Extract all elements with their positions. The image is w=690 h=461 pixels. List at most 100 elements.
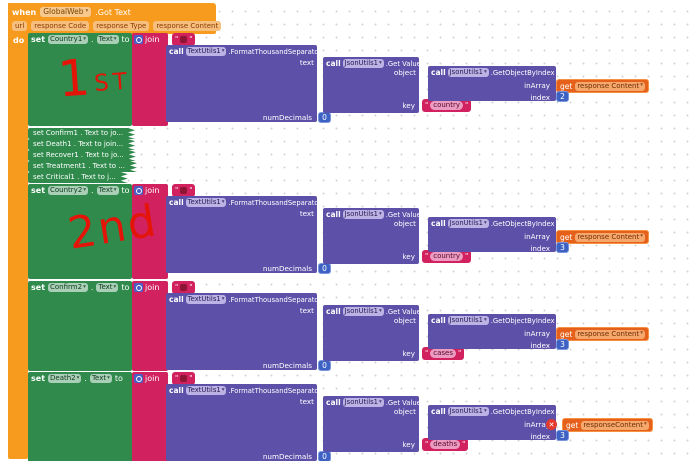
when-block-left-bar[interactable] bbox=[8, 3, 28, 459]
variable-dropdown[interactable]: Death2 bbox=[48, 374, 82, 383]
property-dropdown[interactable]: Text bbox=[89, 374, 112, 383]
get-object-by-index-block[interactable]: call JsonUtils1 .GetObjectByIndex bbox=[428, 217, 556, 252]
get-keyword: get bbox=[560, 329, 573, 339]
property-dropdown[interactable]: Text bbox=[96, 186, 119, 195]
number-block-index[interactable]: 3 bbox=[556, 242, 569, 253]
variable-dropdown[interactable]: Confirm2 bbox=[48, 283, 88, 292]
key-string-block[interactable]: country bbox=[422, 99, 472, 112]
number-block-numdecimals[interactable]: 0 bbox=[318, 263, 331, 274]
index-socket-label: index bbox=[530, 244, 550, 253]
mutator-icon[interactable] bbox=[134, 374, 143, 383]
separator-string-block[interactable] bbox=[172, 33, 196, 46]
call-keyword: call bbox=[169, 295, 184, 304]
collapsed-block-critical1[interactable]: set Critical1 . Text to j... bbox=[28, 172, 128, 183]
collapsed-block-treatment1[interactable]: set Treatment1 . Text to ... bbox=[28, 161, 137, 172]
error-badge-icon[interactable]: ✕ bbox=[546, 419, 557, 430]
mutator-icon[interactable] bbox=[134, 35, 143, 44]
number-block-index[interactable]: 3 bbox=[556, 430, 569, 441]
component-dropdown[interactable]: TextUtils1 bbox=[185, 386, 227, 395]
get-object-by-index-block[interactable]: call JsonUtils1 .GetObjectByIndex bbox=[428, 314, 556, 349]
get-variable-block[interactable]: get response Content bbox=[556, 327, 649, 341]
property-dropdown[interactable]: Text bbox=[96, 35, 119, 44]
dropdown-arrow-icon bbox=[379, 212, 382, 218]
variable-dropdown[interactable]: response Content bbox=[575, 232, 645, 242]
numdecimals-socket-label: numDecimals bbox=[262, 361, 312, 370]
text-socket-label: text bbox=[299, 58, 314, 67]
format-thousand-separator-block[interactable]: call TextUtils1 .FormatThousandSeparator bbox=[166, 384, 321, 461]
get-value-block[interactable]: call JsonUtils1 .Get Value bbox=[323, 208, 421, 264]
dropdown-arrow-icon bbox=[379, 309, 382, 315]
mutator-icon[interactable] bbox=[134, 186, 143, 195]
key-string-block[interactable]: cases bbox=[422, 347, 465, 360]
number-block-index[interactable]: 2 bbox=[556, 91, 569, 102]
get-value-block[interactable]: call JsonUtils1 .Get Value bbox=[323, 305, 421, 361]
variable-dropdown[interactable]: response Content bbox=[575, 81, 645, 91]
component-dropdown[interactable]: JsonUtils1 bbox=[447, 68, 489, 77]
property-name: Text bbox=[98, 283, 113, 291]
component-dropdown[interactable]: JsonUtils1 bbox=[342, 307, 384, 316]
method-name: .GetObjectByIndex bbox=[490, 316, 555, 325]
get-variable-block[interactable]: get responseContent bbox=[562, 418, 653, 432]
get-object-by-index-block[interactable]: call JsonUtils1 .GetObjectByIndex bbox=[428, 66, 556, 101]
key-string-block[interactable]: deaths bbox=[422, 438, 469, 451]
numdecimals-socket-label: numDecimals bbox=[262, 452, 312, 461]
format-thousand-separator-block[interactable]: call TextUtils1 .FormatThousandSeparator bbox=[166, 196, 321, 273]
separator-string-block[interactable] bbox=[172, 372, 196, 385]
property-dropdown[interactable]: Text bbox=[96, 283, 119, 292]
set-property-block[interactable]: set Country2 . Text to bbox=[28, 184, 132, 279]
component-dropdown[interactable]: TextUtils1 bbox=[185, 47, 227, 56]
dropdown-arrow-icon bbox=[222, 388, 225, 394]
get-object-by-index-block[interactable]: call JsonUtils1 .GetObjectByIndex bbox=[428, 405, 556, 440]
join-block[interactable]: join bbox=[132, 372, 168, 461]
component-dropdown[interactable]: JsonUtils1 bbox=[447, 407, 489, 416]
mutator-icon[interactable] bbox=[134, 283, 143, 292]
format-thousand-separator-block[interactable]: call TextUtils1 .FormatThousandSeparator bbox=[166, 293, 321, 370]
component-dropdown[interactable]: JsonUtils1 bbox=[342, 210, 384, 219]
component-dropdown[interactable]: TextUtils1 bbox=[185, 295, 227, 304]
when-event-block[interactable]: when GlobalWeb .Got Text url response Co… bbox=[8, 3, 222, 34]
get-value-block[interactable]: call JsonUtils1 .Get Value bbox=[323, 396, 421, 452]
component-dropdown[interactable]: JsonUtils1 bbox=[447, 219, 489, 228]
numdecimals-socket-label: numDecimals bbox=[262, 113, 312, 122]
close-quote-icon bbox=[462, 441, 465, 448]
variable-dropdown[interactable]: response Content bbox=[575, 329, 645, 339]
collapsed-block-confirm1[interactable]: set Confirm1 . Text to jo... bbox=[28, 128, 135, 139]
set-keyword: set bbox=[31, 35, 46, 44]
collapsed-block-death1[interactable]: set Death1 . Text to join... bbox=[28, 139, 135, 150]
param-url: url bbox=[12, 21, 28, 31]
component-dropdown[interactable]: JsonUtils1 bbox=[447, 316, 489, 325]
separator-string-block[interactable] bbox=[172, 281, 196, 294]
get-variable-block[interactable]: get response Content bbox=[556, 79, 649, 93]
key-string-value: deaths bbox=[430, 440, 461, 449]
number-block-numdecimals[interactable]: 0 bbox=[318, 112, 331, 123]
set-property-block[interactable]: set Death2 . Text to bbox=[28, 372, 132, 461]
number-block-numdecimals[interactable]: 0 bbox=[318, 360, 331, 371]
join-block[interactable]: join bbox=[132, 281, 168, 371]
component-dropdown[interactable]: JsonUtils1 bbox=[342, 59, 384, 68]
number-block-numdecimals[interactable]: 0 bbox=[318, 451, 331, 461]
join-block[interactable]: join bbox=[132, 33, 168, 126]
variable-dropdown[interactable]: responseContent bbox=[581, 420, 649, 430]
variable-dropdown[interactable]: Country2 bbox=[48, 186, 89, 195]
get-value-block[interactable]: call JsonUtils1 .Get Value bbox=[323, 57, 421, 113]
key-socket-label: key bbox=[402, 349, 415, 358]
component-dropdown[interactable]: GlobalWeb bbox=[40, 7, 92, 17]
close-quote-icon bbox=[189, 284, 192, 291]
get-variable-block[interactable]: get response Content bbox=[556, 230, 649, 244]
variable-dropdown[interactable]: Country1 bbox=[48, 35, 89, 44]
set-property-block[interactable]: set Confirm2 . Text to bbox=[28, 281, 132, 371]
format-thousand-separator-block[interactable]: call TextUtils1 .FormatThousandSeparator bbox=[166, 45, 321, 122]
set-property-block[interactable]: set Country1 . Text to bbox=[28, 33, 132, 126]
call-keyword: call bbox=[326, 398, 341, 407]
index-socket-label: index bbox=[530, 432, 550, 441]
separator-string-block[interactable] bbox=[172, 184, 196, 197]
collapsed-block-recover1[interactable]: set Recover1 . Text to jo... bbox=[28, 150, 136, 161]
number-block-index[interactable]: 3 bbox=[556, 339, 569, 350]
when-keyword: when bbox=[12, 7, 37, 17]
join-block[interactable]: join bbox=[132, 184, 168, 279]
component-dropdown[interactable]: JsonUtils1 bbox=[342, 398, 384, 407]
component-dropdown[interactable]: TextUtils1 bbox=[185, 198, 227, 207]
key-string-block[interactable]: country bbox=[422, 250, 472, 263]
inarray-socket-label: inArray bbox=[524, 232, 550, 241]
